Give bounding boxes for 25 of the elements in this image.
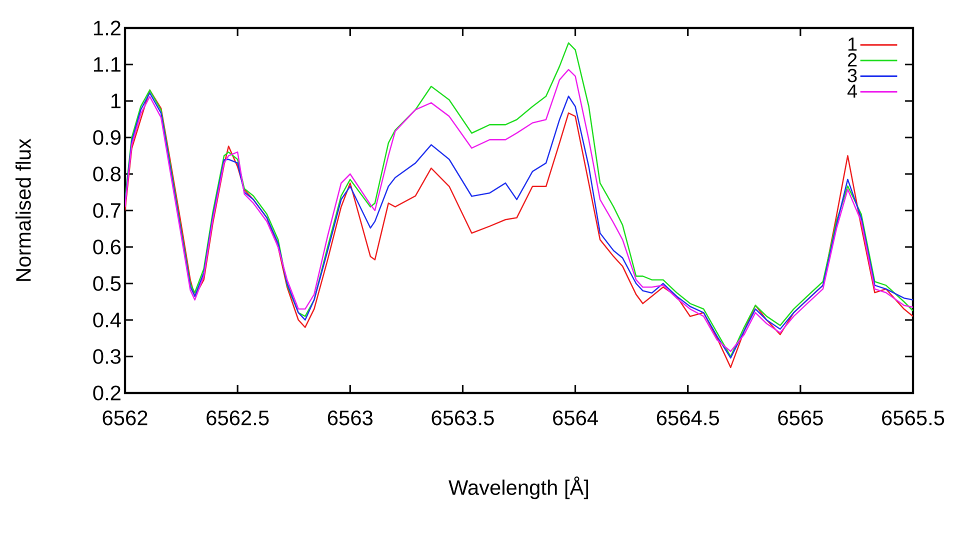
y-axis-title: Normalised flux xyxy=(16,138,31,281)
x-tick-label: 6563.5 xyxy=(432,410,494,426)
y-tick-label: 0.5 xyxy=(93,276,121,291)
x-tick-label: 6562.5 xyxy=(206,410,269,426)
x-tick-label: 6564.5 xyxy=(656,410,719,426)
y-tick-label: 1.1 xyxy=(94,57,120,72)
x-tick-label: 6565.5 xyxy=(882,410,944,426)
x-tick-label: 6562 xyxy=(102,410,148,426)
y-tick-label: 0.9 xyxy=(93,130,120,145)
legend-label: 4 xyxy=(847,84,858,98)
y-tick-label: 0.3 xyxy=(93,349,121,364)
y-tick-label: 1 xyxy=(111,94,120,108)
x-tick-label: 6563 xyxy=(328,410,372,426)
x-tick-label: 6565 xyxy=(778,410,823,426)
legend-label: 3 xyxy=(848,68,857,82)
legend-label: 1 xyxy=(848,38,857,51)
x-tick-label: 6564 xyxy=(553,410,598,426)
legend-label: 2 xyxy=(848,53,857,66)
x-axis-title: Wavelength [Å] xyxy=(448,476,588,500)
y-tick-label: 0.6 xyxy=(93,240,121,254)
y-tick-label: 0.4 xyxy=(93,312,121,328)
y-tick-label: 0.2 xyxy=(93,386,120,400)
y-tick-label: 1.2 xyxy=(94,20,120,36)
y-tick-label: 0.8 xyxy=(93,166,121,182)
y-tick-label: 0.7 xyxy=(93,203,120,218)
